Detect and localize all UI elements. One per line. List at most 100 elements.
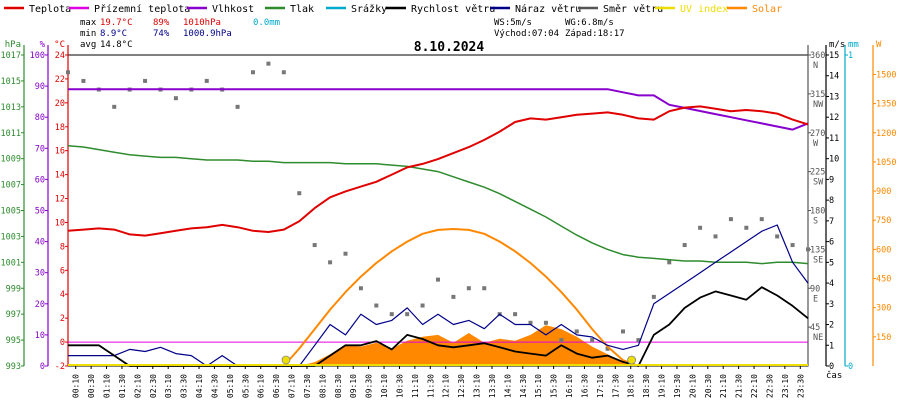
series-dir-point	[173, 96, 178, 101]
series-dir-point	[651, 294, 656, 299]
chart-title: 8.10.2024	[414, 40, 485, 55]
axis-tick-label-dir: 225	[810, 168, 825, 178]
x-tick-label: 22:30	[765, 374, 774, 398]
stat-sunrise: Východ:07:04	[494, 29, 559, 39]
axis-title-hpa: hPa	[5, 40, 21, 50]
axis-tick-label-pct: 50	[35, 207, 45, 217]
axis-tick-label-degC: 20	[55, 99, 65, 109]
series-dir-point	[775, 234, 780, 239]
axes: 1017101510131011100910071005100310019999…	[1, 40, 897, 398]
x-tick-label: 10:10	[380, 374, 389, 398]
axis-tick-label-degC: 4	[60, 290, 65, 300]
x-tick-label: 04:30	[210, 374, 219, 398]
axis-tick-label-degC: 22	[55, 75, 65, 85]
series-dir-point	[528, 320, 533, 325]
axis-tick-label-degC: 2	[60, 314, 65, 324]
axis-tick-label-pct: 70	[35, 144, 45, 154]
sunset-marker	[627, 355, 637, 365]
axis-title-wm2: W	[876, 40, 882, 50]
axis-tick-label-hpa: 1001	[1, 258, 21, 268]
axis-tick-label-degC: -2	[55, 362, 65, 372]
series-dir-point	[543, 320, 548, 325]
x-tick-label: 15:10	[534, 374, 543, 398]
axis-tick-label-ms: 5	[829, 258, 834, 268]
axis-tick-label-degC: 0	[60, 338, 65, 348]
series-dir-point	[204, 78, 209, 83]
axis-tick-label-dir: 360	[810, 51, 825, 61]
series-dir-point	[451, 294, 456, 299]
series-dir-point	[81, 78, 86, 83]
axis-tick-label-mm: 0	[848, 362, 853, 372]
axis-tick-label-hpa: 1007	[1, 181, 21, 191]
axis-tick-label-pct: 30	[35, 269, 45, 279]
series-dir-point	[806, 247, 810, 252]
x-tick-label: 15:30	[550, 374, 559, 398]
x-tick-label: 17:10	[596, 374, 605, 398]
stat-max-hum: 89%	[153, 18, 170, 28]
series-dir-point	[636, 338, 641, 343]
axis-tick-label-ms: 1	[829, 341, 834, 351]
legend-label-rain: Srážky	[351, 3, 387, 15]
axis-title-degC: °C	[54, 40, 65, 50]
axis-tick-label-degC: 10	[55, 218, 65, 228]
axis-tick-label-pct: 60	[35, 175, 45, 185]
legend-label-solar: Solar	[752, 4, 782, 15]
series-dir-point	[466, 286, 471, 291]
series-dir-point	[590, 338, 595, 343]
x-tick-label: 08:10	[318, 374, 327, 398]
series-dir-point	[744, 225, 749, 230]
axis-title-mm: mm	[848, 40, 859, 50]
series-dir-point	[143, 78, 148, 83]
x-tick-label: 04:10	[195, 374, 204, 398]
x-tick-label: 18:10	[627, 374, 636, 398]
axis-dir-label: SW	[813, 178, 824, 188]
axis-tick-label-hpa: 1017	[1, 51, 21, 61]
axis-tick-label-degC: 16	[55, 147, 65, 157]
axis-tick-label-ms: 4	[829, 279, 834, 289]
series-dir-point	[312, 243, 317, 248]
axis-tick-label-ms: 14	[829, 72, 839, 82]
x-tick-label: 00:10	[72, 374, 81, 398]
series-dir-point	[66, 70, 70, 75]
x-tick-label: 05:10	[226, 374, 235, 398]
axis-tick-label-wm2: 750	[876, 216, 891, 226]
stat-rain: 0.0mm	[253, 18, 280, 28]
series-dir-point	[358, 286, 363, 291]
axis-tick-label-ms: 7	[829, 217, 834, 227]
axis-tick-label-wm2: 450	[876, 275, 891, 285]
series-dir-point	[482, 286, 487, 291]
axis-tick-label-ms: 2	[829, 321, 834, 331]
series-dir-point	[621, 329, 625, 334]
x-tick-label: 07:10	[288, 374, 297, 398]
stat-sunset: Západ:18:17	[565, 29, 625, 39]
series-dir-point	[405, 312, 410, 317]
series-dir-point	[759, 217, 764, 222]
axis-tick-label-hpa: 1013	[1, 103, 21, 113]
axis-tick-label-wm2: 150	[876, 333, 891, 343]
axis-tick-label-pct: 40	[35, 238, 45, 248]
series-dir-point	[728, 217, 733, 222]
x-tick-label: 05:30	[241, 374, 250, 398]
x-tick-label: 02:30	[149, 374, 158, 398]
axis-tick-label-dir: 180	[810, 207, 825, 217]
x-tick-label: 14:10	[503, 374, 512, 398]
stat-max-label: max	[80, 18, 97, 28]
series-pressure	[67, 144, 809, 265]
axis-tick-label-wm2: 1050	[876, 158, 896, 168]
axis-tick-label-ms: 11	[829, 134, 839, 144]
x-tick-label: 03:10	[164, 374, 173, 398]
x-tick-label: 09:30	[365, 374, 374, 398]
x-tick-label: 02:10	[133, 374, 142, 398]
series-sun-curve	[283, 228, 639, 367]
series-dir-point	[559, 338, 564, 343]
legend-label-temp: Teplota	[29, 4, 71, 15]
axis-tick-label-wm2: 900	[876, 187, 891, 197]
series-dir-point	[112, 104, 117, 109]
x-tick-label: 09:10	[349, 374, 358, 398]
axis-tick-label-dir: 90	[810, 284, 820, 294]
x-tick-label: 13:30	[488, 374, 497, 398]
stat-wg: WG:6.8m/s	[565, 18, 614, 28]
axis-tick-label-wm2: 1350	[876, 100, 896, 110]
axis-tick-label-hpa: 1009	[1, 155, 21, 165]
